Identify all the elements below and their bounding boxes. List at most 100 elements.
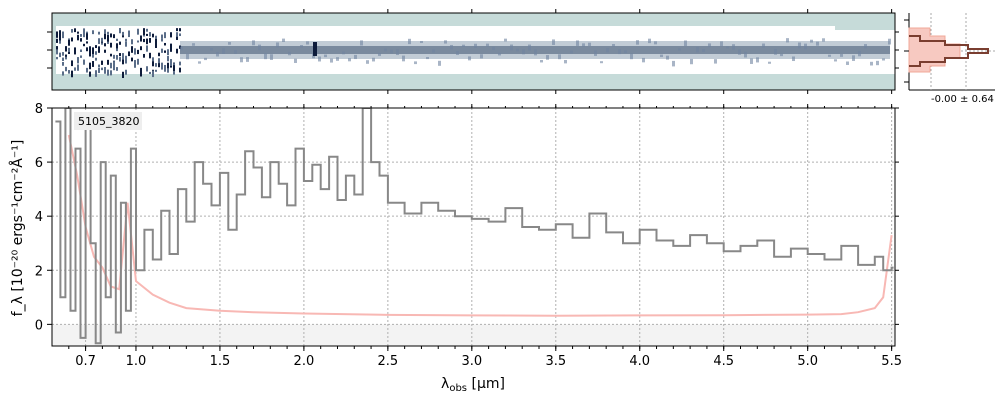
spectrum-2d-noise-pixel: [390, 49, 393, 54]
spectrum-2d-noise-pixel: [164, 64, 166, 72]
spectrum-2d-noise-pixel: [546, 55, 549, 60]
spectrum-2d-noise-pixel: [756, 57, 759, 63]
spectrum-2d-noise-pixel: [672, 60, 675, 67]
spectrum-2d-noise-pixel: [143, 28, 145, 36]
spectrum-2d-noise-pixel: [110, 70, 112, 76]
spectrum-2d-noise-pixel: [179, 28, 181, 32]
x-tick-label: 4.0: [629, 354, 650, 369]
spectrum-2d-noise-pixel: [492, 46, 495, 50]
spectrum-2d-noise-pixel: [158, 52, 160, 57]
spectrum-2d-noise-pixel: [125, 41, 127, 47]
spectrum-2d-noise-pixel: [110, 53, 112, 57]
spectrum-2d-noise-pixel: [62, 62, 64, 66]
spectrum-2d-noise-pixel: [282, 38, 285, 42]
spectrum-2d-noise-pixel: [155, 35, 157, 42]
spectrum-2d-noise-pixel: [92, 47, 94, 54]
spectrum-2d-noise-pixel: [86, 67, 88, 73]
spectrum-2d-noise-pixel: [74, 67, 76, 71]
spectrum-2d-noise-pixel: [588, 42, 591, 47]
spectrum-2d-noise-pixel: [564, 59, 567, 64]
spectrum-2d-noise-pixel: [80, 55, 82, 58]
spectrum-2d-noise-pixel: [426, 56, 429, 60]
spectrum-2d-noise-pixel: [131, 46, 133, 50]
spectrum-2d-noise-pixel: [810, 39, 813, 43]
spectrum-2d-noise-pixel: [366, 60, 369, 64]
spectrum-2d-noise-pixel: [146, 38, 148, 45]
spectrum-2d-noise-pixel: [56, 38, 58, 43]
spectrum-2d-noise-pixel: [822, 38, 825, 42]
spectrum-2d-noise-pixel: [113, 34, 115, 39]
spectrum-2d-noise-pixel: [125, 55, 127, 60]
x-axis-label: λobs [μm]: [441, 376, 505, 394]
spectrum-2d-noise-pixel: [104, 43, 106, 47]
spectrum-2d-noise-pixel: [180, 46, 183, 51]
spectrum-2d-noise-pixel: [56, 49, 58, 55]
flux-line: [55, 108, 894, 345]
plot-area: [52, 108, 895, 346]
spectrum-2d-noise-pixel: [336, 57, 339, 61]
spectrum-2d-noise-pixel: [56, 31, 58, 38]
spectrum-2d-noise-pixel: [128, 32, 130, 37]
x-axis-label-subscript: obs: [449, 383, 467, 394]
spectrum-2d-noise-pixel: [618, 49, 621, 55]
spectrum-2d-noise-pixel: [95, 51, 97, 55]
spectrum-2d-noise-pixel: [95, 57, 97, 61]
spectrum-2d-noise-pixel: [167, 50, 169, 56]
spectrum-2d-noise-pixel: [642, 57, 645, 63]
object-label: 5105_3820: [78, 115, 140, 128]
x-tick-label: 2.5: [378, 354, 399, 369]
spectrum-2d-noise-pixel: [170, 59, 172, 66]
spectrum-2d-noise-pixel: [62, 71, 64, 76]
spectrum-2d-noise-pixel: [179, 33, 181, 37]
spectrum-2d-noise-pixel: [164, 32, 166, 38]
spectrum-2d-noise-pixel: [80, 34, 82, 37]
spectrum-2d-noise-pixel: [80, 49, 82, 52]
spectrum-2d-noise-pixel: [552, 39, 555, 45]
spectrum-2d-noise-pixel: [128, 51, 130, 57]
spectrum-2d-noise-pixel: [240, 57, 243, 63]
spectrum-2d-noise-pixel: [840, 54, 843, 57]
spectrum-2d-noise-pixel: [56, 46, 58, 50]
spectrum-2d-noise-pixel: [80, 38, 82, 42]
spectrum-2d-noise-pixel: [71, 60, 73, 64]
spectrum-2d-noise-pixel: [104, 29, 106, 34]
x-tick-label: 5.0: [797, 354, 818, 369]
spectrum-2d-noise-pixel: [216, 51, 219, 57]
spectrum-2d-noise-pixel: [116, 43, 118, 51]
spectrum-2d-noise-pixel: [612, 43, 615, 47]
spectrum-2d-noise-pixel: [870, 61, 873, 66]
x-axis-ticks: 0.7 1.0 1.5 2.0 2.5 3.0 3.5 4.0 4.5 5.0 5.5: [68, 104, 902, 369]
spectrum-2d-noise-pixel: [732, 44, 735, 50]
object-label-box: [74, 112, 142, 130]
spectrum-2d-noise-pixel: [107, 59, 109, 65]
spectrum-2d-noise-pixel: [330, 58, 333, 63]
negative-flux-region: [52, 324, 895, 346]
spectrum-2d-noise-pixel: [59, 38, 61, 44]
spectrum-2d-noise-pixel: [474, 43, 477, 48]
spectrum-2d-noise-pixel: [408, 38, 411, 45]
spectrum-2d-noise-pixel: [792, 56, 795, 62]
spectrum-2d-noise-pixel: [786, 38, 789, 43]
y-tick-label: 6: [35, 156, 43, 171]
spectrum-2d-noise-pixel: [696, 47, 699, 53]
spectrum-2d-noise-pixel: [522, 49, 525, 55]
spectrum-2d-noise-pixel: [137, 40, 139, 43]
histogram-data: [909, 35, 989, 67]
spectrum-2d-noise-pixel: [762, 43, 765, 48]
spectrum-2d-noise-pixel: [738, 49, 741, 55]
spectrum-2d-noise-pixel: [89, 46, 91, 51]
spectrum-2d-noise-pixel: [155, 41, 157, 48]
spectrum-2d-noise-pixel: [86, 47, 88, 52]
spectrum-2d-noise-pixel: [65, 56, 67, 60]
spectrum-2d-noise-pixel: [594, 50, 597, 56]
spectrum-2d-noise-pixel: [714, 59, 717, 64]
spectrum-2d-noise-pixel: [116, 67, 118, 71]
spectrum-2d-noise-pixel: [56, 56, 58, 60]
spectrum-2d-noise-pixel: [744, 51, 747, 58]
spectrum-2d-noise-pixel: [432, 49, 435, 53]
x-tick-label: 0.7: [75, 354, 96, 369]
spectrum-2d-noise-pixel: [98, 64, 100, 68]
spectrum-2d-noise-pixel: [161, 35, 163, 39]
y-tick-label: 8: [35, 102, 43, 117]
